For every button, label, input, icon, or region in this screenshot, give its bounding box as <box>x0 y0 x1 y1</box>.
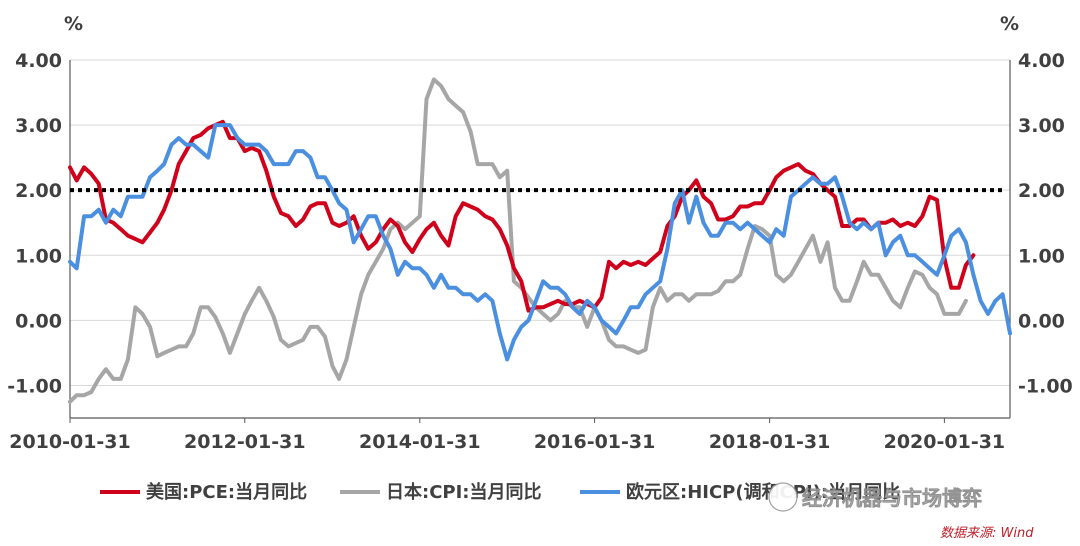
y-axis-right-unit: % <box>1000 13 1019 35</box>
y-tick-left: 4.00 <box>15 50 62 72</box>
x-axis-ticks: 2010-01-31 2012-01-31 2014-01-31 2016-01-31… <box>9 418 1005 453</box>
x-tick-label: 2010-01-31 <box>9 431 131 453</box>
x-tick-label: 2018-01-31 <box>709 431 831 453</box>
legend: 美国:PCE:当月同比 日本:CPI:当月同比 欧元区:HICP(调和CPI):… <box>100 481 900 503</box>
y-tick-right: 0.00 <box>1018 310 1065 332</box>
y-tick-right: 1.00 <box>1018 245 1065 267</box>
x-tick-label: 2012-01-31 <box>184 431 306 453</box>
y-tick-right: 2.00 <box>1018 180 1065 202</box>
wechat-icon <box>768 482 798 512</box>
x-tick-label: 2020-01-31 <box>884 431 1006 453</box>
series-line-us-pce <box>68 119 976 313</box>
series-line-euro-hicp <box>68 123 1012 362</box>
y-tick-left: 3.00 <box>15 115 62 137</box>
gridlines <box>70 59 1010 386</box>
y-tick-left: 2.00 <box>15 180 62 202</box>
y-tick-right: -1.00 <box>1018 375 1073 397</box>
y-tick-right: 3.00 <box>1018 115 1065 137</box>
y-axis-left-ticks: 4.00 3.00 2.00 1.00 0.00 -1.00 <box>7 50 62 397</box>
x-tick-label: 2016-01-31 <box>534 431 656 453</box>
legend-label-jp: 日本:CPI:当月同比 <box>386 481 542 503</box>
y-axis-left-unit: % <box>64 13 83 35</box>
series-line-japan-cpi <box>68 77 968 404</box>
watermark-text: 经济机器与市场博弈 <box>802 486 982 510</box>
watermark: 经济机器与市场博弈 <box>768 482 982 512</box>
series-layer <box>68 77 1012 404</box>
legend-label-us: 美国:PCE:当月同比 <box>146 481 307 503</box>
y-tick-left: 1.00 <box>15 245 62 267</box>
x-tick-label: 2014-01-31 <box>359 431 481 453</box>
source-note: 数据来源: Wind <box>940 526 1034 541</box>
y-tick-left: -1.00 <box>7 375 62 397</box>
legend-label-eu: 欧元区:HICP(调和CPI):当月同比 <box>626 481 900 503</box>
y-tick-left: 0.00 <box>15 310 62 332</box>
y-tick-right: 4.00 <box>1018 50 1065 72</box>
y-axis-right-ticks: 4.00 3.00 2.00 1.00 0.00 -1.00 <box>1018 50 1073 397</box>
